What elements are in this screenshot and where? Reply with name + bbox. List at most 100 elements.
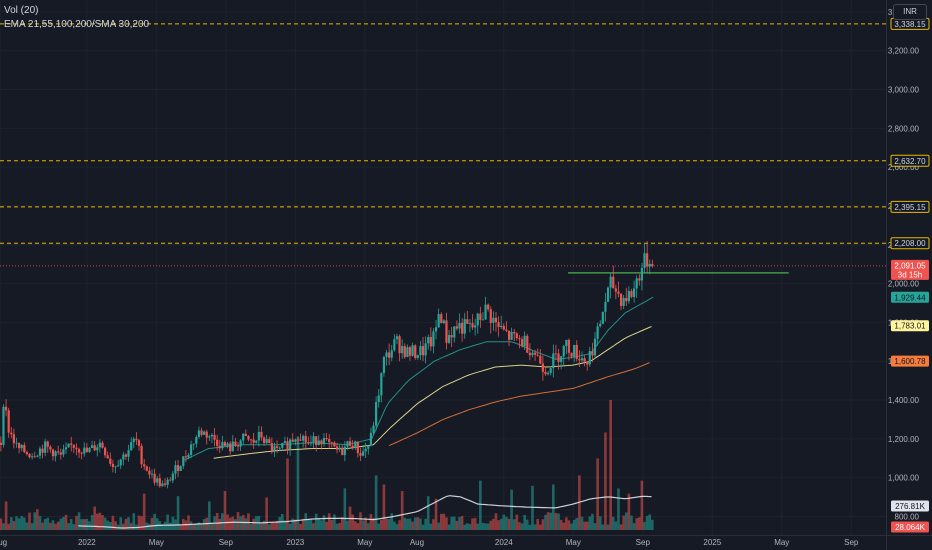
candle-body [604,301,607,312]
candle-body [307,442,310,444]
candle-body [59,452,62,455]
candle [580,351,584,364]
candle-body [88,448,91,453]
candle [184,450,187,463]
candle-body [617,291,620,294]
volume-bar [554,513,558,530]
candle-body [72,444,75,448]
volume-bar [28,512,31,530]
candle-body [481,319,485,321]
volume-bar [30,523,34,530]
candle [481,311,485,321]
candle-body [171,473,174,481]
candle-body [638,278,641,281]
y-tick-label: 2,600.00 [888,163,920,172]
volume-bar [403,517,407,530]
candle [406,344,409,358]
volume-bar [538,524,542,530]
candle-body [565,339,568,346]
candle-body [453,326,456,338]
candle [393,334,396,352]
volume-bar [476,523,480,530]
volume-bar [299,524,302,530]
candle-body [343,446,346,456]
volume-bar [221,513,224,530]
candle [330,441,333,448]
candle [612,265,615,289]
x-tick-label: Sep [844,538,859,547]
volume-bar [77,512,81,530]
moving-average-indicator-label[interactable]: EMA 21,55,100,200/SMA 30,200 [4,19,150,30]
volume-indicator-label[interactable]: Vol (20) [4,5,39,16]
volume-bar [635,518,639,530]
candle [315,436,318,452]
candle-body [302,435,305,441]
currency-button[interactable]: INR [893,4,927,20]
volume-bar [82,519,86,530]
candle [361,445,365,457]
candle [137,438,141,451]
volume-bar [330,519,334,530]
candle-body [526,335,529,353]
candle-body [591,351,594,356]
volume-bar [353,521,357,530]
candle [210,432,214,444]
volume-bar [583,521,586,530]
candle [296,437,300,445]
volume-bar [492,518,495,530]
candle [447,329,451,345]
candle [528,343,531,361]
candle-body [322,438,326,445]
candle [333,440,336,448]
candle-body [487,304,490,310]
volume-bar [359,512,362,530]
y-tick-label: 1,400.00 [888,396,920,405]
candle-body [437,314,440,328]
candle-body [93,445,96,451]
candle [72,444,75,454]
candle-body [31,456,34,458]
candle [351,440,354,450]
volume-bar [132,513,136,530]
volume-bar [114,521,117,530]
volume-bar [575,518,579,530]
candle-body [195,436,198,444]
candle-body [289,439,292,450]
candle [520,336,524,348]
candle-body [406,347,409,358]
ema-21-line [183,296,654,461]
candle-body [317,440,320,445]
candle [260,426,263,441]
candle [234,437,237,447]
candle-body [427,337,430,344]
ma-value-tag: 1,929.44 [891,291,929,303]
candle-body [320,440,323,445]
candle [143,458,146,470]
candle-body [140,445,143,465]
candle [547,370,550,376]
candle [640,263,644,291]
candle [651,259,654,268]
y-tick-label: 800.00 [895,512,920,521]
candle-body [294,439,297,442]
candle [25,450,29,456]
x-tick-label: May [149,538,164,547]
candle [505,321,508,333]
candle-body [515,333,518,339]
candle [476,312,479,334]
candle [533,349,537,361]
candle [75,443,78,456]
volume-bar [283,520,287,530]
candle [85,443,88,453]
candle-body [127,450,130,457]
volume-bar [187,515,190,530]
volume-bar [609,400,612,530]
candle-body [236,445,240,447]
volume-bar [486,523,490,530]
candle-body [651,263,654,266]
volume-bar [617,488,620,530]
candle-body [325,438,328,440]
volume-value-tag-text: 28.064K [895,523,925,532]
